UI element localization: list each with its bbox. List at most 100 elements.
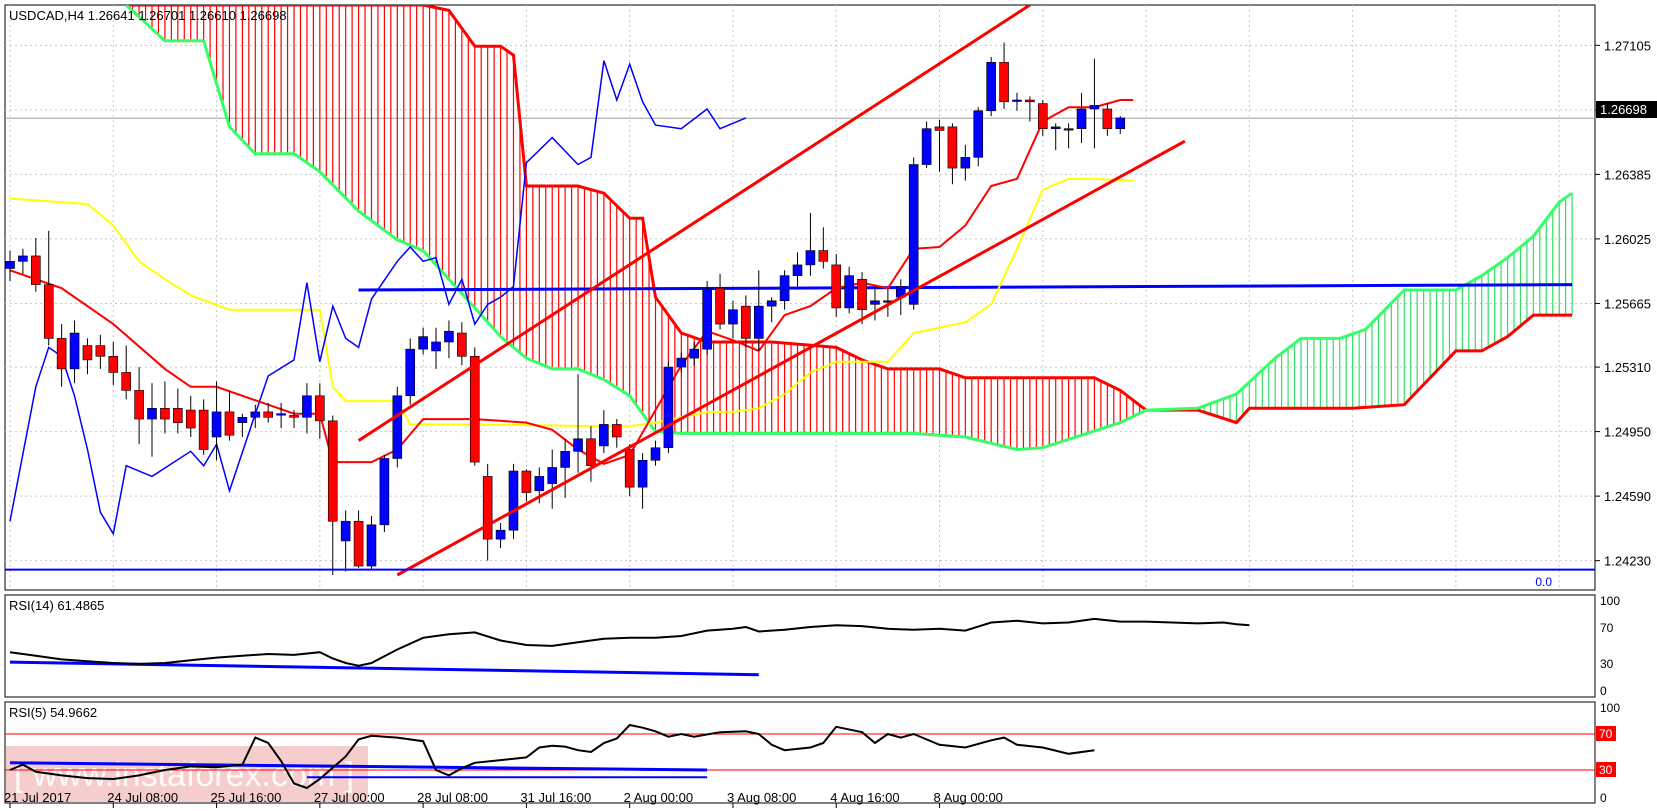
candle	[224, 390, 235, 441]
candle-body	[405, 348, 416, 397]
candle-body	[908, 164, 919, 305]
candle-body	[715, 287, 725, 325]
candle	[1025, 96, 1035, 122]
candle-body	[185, 409, 196, 429]
candle	[495, 523, 506, 549]
candle	[921, 121, 932, 169]
candle	[779, 270, 790, 310]
candle	[392, 386, 403, 468]
y-tick-label: 1.26385	[1604, 167, 1651, 182]
candle	[18, 248, 28, 274]
candle	[960, 144, 971, 181]
candle-body	[986, 62, 996, 112]
senkou-span-b	[126, 5, 1573, 425]
candle-body	[418, 336, 428, 350]
candle	[31, 238, 41, 292]
candle-body	[1012, 99, 1022, 102]
y-tick-label: 1.24230	[1604, 554, 1651, 569]
candle-body	[663, 366, 674, 449]
rsi14-tick-label: 100	[1600, 594, 1620, 608]
candle	[870, 286, 880, 321]
candle-body	[134, 390, 144, 420]
candle-body	[702, 287, 712, 350]
candle	[792, 252, 803, 287]
candle	[482, 463, 493, 561]
candle	[934, 119, 945, 172]
candle-body	[676, 357, 687, 368]
candle	[947, 123, 958, 185]
candle	[1063, 123, 1074, 149]
y-tick-label: 1.25665	[1604, 296, 1651, 311]
candle	[418, 327, 428, 355]
candle-body	[289, 415, 299, 418]
candle	[766, 297, 777, 323]
candle-body	[973, 110, 984, 158]
candle-body	[1038, 103, 1048, 129]
candle	[185, 395, 196, 437]
candle-body	[792, 264, 803, 276]
candle-body	[728, 309, 738, 325]
candle-body	[624, 449, 635, 488]
candle-body	[121, 372, 131, 391]
candle-body	[95, 345, 106, 357]
senkou-span-a	[125, 5, 1573, 452]
candle	[508, 463, 519, 540]
candle	[1102, 103, 1113, 136]
candle-body	[1115, 117, 1126, 129]
candle-body	[379, 458, 390, 526]
symbol-header: USDCAD,H4 1.26641 1.26701 1.26610 1.2669…	[9, 8, 287, 23]
candle	[715, 273, 725, 330]
candle	[276, 402, 286, 429]
candle	[121, 345, 131, 400]
candle-body	[870, 300, 880, 305]
candle	[663, 361, 674, 454]
candle-body	[340, 520, 351, 542]
candle	[405, 338, 416, 405]
candle-body	[469, 356, 480, 463]
current-price-label: 1.26698	[1600, 102, 1647, 117]
candle	[43, 230, 54, 346]
candle	[741, 295, 751, 348]
candle-body	[599, 424, 609, 447]
candle	[250, 404, 261, 429]
candle	[1012, 92, 1022, 111]
candle-body	[1102, 108, 1113, 129]
candle-body	[508, 470, 519, 531]
candle-body	[999, 62, 1009, 103]
candle	[5, 250, 15, 282]
candle-body	[56, 338, 67, 370]
candle	[263, 402, 274, 423]
x-tick-label: 4 Aug 16:00	[830, 790, 899, 805]
candle	[650, 440, 661, 466]
candle	[160, 381, 170, 434]
channel-lower	[396, 139, 1186, 577]
candle	[56, 324, 67, 387]
candle-body	[82, 345, 93, 361]
candle	[624, 444, 635, 497]
support-line	[358, 283, 1573, 292]
candle-body	[753, 305, 764, 339]
candle	[82, 338, 93, 375]
y-tick-label: 1.26025	[1604, 232, 1651, 247]
candle	[134, 367, 144, 445]
candle-body	[1050, 126, 1061, 129]
candle	[379, 454, 390, 532]
rsi5-trendline	[9, 761, 708, 772]
rsi5-level-label: 30	[1599, 763, 1613, 777]
candle	[805, 212, 816, 276]
candle	[702, 281, 712, 355]
candle-body	[276, 413, 286, 416]
candle-body	[1025, 99, 1035, 103]
candle-body	[766, 300, 777, 307]
candle	[831, 254, 842, 317]
y-tick-label: 1.24590	[1604, 489, 1651, 504]
candle	[973, 107, 984, 167]
candle	[69, 320, 80, 384]
rsi5-level-tag	[1596, 762, 1616, 777]
candle-body	[921, 128, 932, 165]
main-pane-frame	[4, 4, 1596, 591]
candle-body	[637, 459, 648, 488]
candle-body	[108, 356, 119, 373]
candle-body	[392, 395, 403, 459]
